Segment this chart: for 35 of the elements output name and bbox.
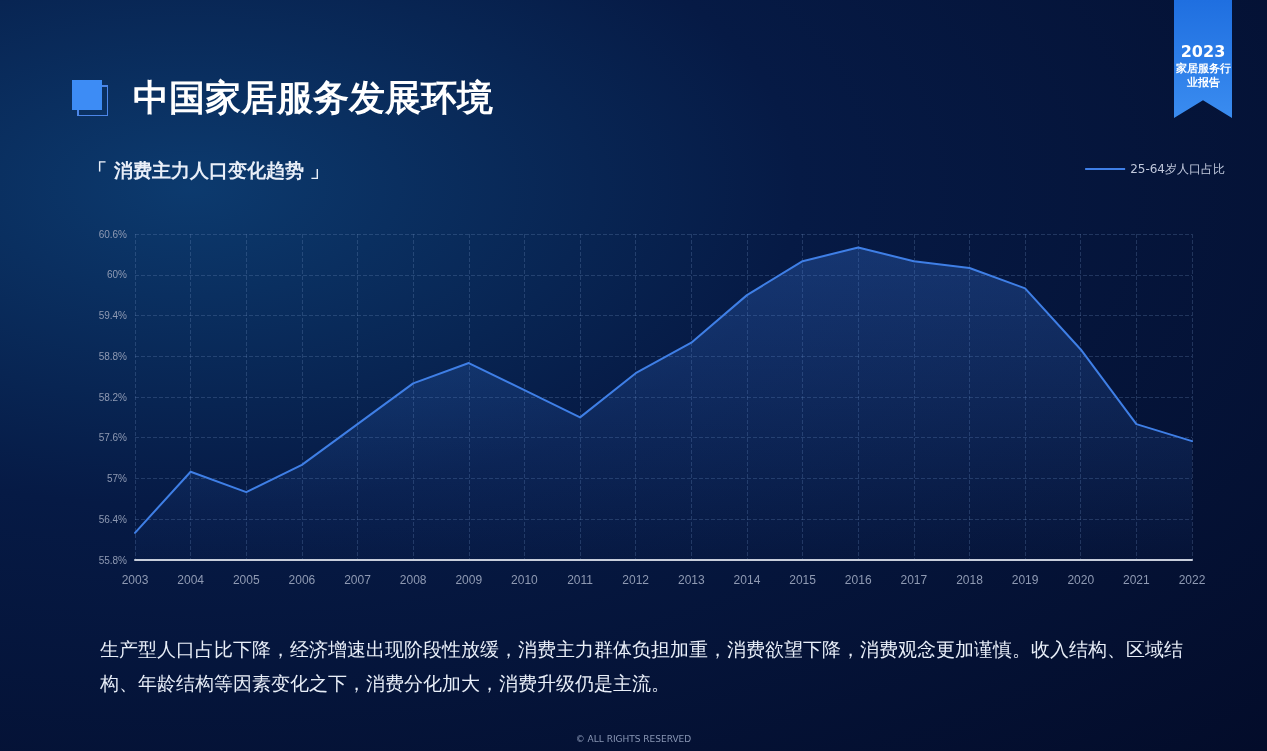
x-tick-label: 2020 xyxy=(1067,573,1095,587)
y-tick-label: 60.6% xyxy=(98,228,128,240)
x-tick-label: 2011 xyxy=(567,573,594,587)
x-tick-label: 2016 xyxy=(844,573,872,587)
x-tick-label: 2006 xyxy=(288,573,316,587)
y-tick-label: 58.2% xyxy=(98,391,128,403)
y-tick-label: 59.4% xyxy=(98,310,128,321)
x-tick-label: 2017 xyxy=(900,573,928,587)
x-tick-label: 2010 xyxy=(511,573,539,587)
y-tick-label: 57% xyxy=(106,473,128,484)
text: © ALL RIGHTS RESERVED xyxy=(574,734,693,744)
y-tick-label: 57.6% xyxy=(98,432,128,444)
x-tick-label: 2007 xyxy=(344,573,372,587)
x-tick-label: 2015 xyxy=(789,573,817,587)
y-tick-label: 60% xyxy=(106,269,128,281)
chart-title: 中国家居服务发展环境 xyxy=(133,76,493,120)
x-tick-label: 2009 xyxy=(455,573,483,587)
x-tick-label: 2021 xyxy=(1123,573,1151,587)
x-tick-label: 2005 xyxy=(232,573,260,587)
x-tick-label: 2014 xyxy=(733,573,761,587)
x-tick-label: 2019 xyxy=(1011,573,1039,587)
x-tick-label: 2012 xyxy=(622,573,650,587)
y-tick-label: 58.8% xyxy=(98,350,128,362)
text: 生产型人口占比下降，经济增速出现阶段性放缓，消费主力群体负担加重，消费欲望下降，消费观念更加谨慎。收入结构、区域结构、年龄结构等因素变化之下，消费分化加大，消费升级仍是主流。 xyxy=(100,637,1184,696)
x-tick-label: 2018 xyxy=(956,573,984,587)
chart-subtitle: 「 消费主力人口变化趋势 」 xyxy=(88,158,330,183)
x-tick-label: 2003 xyxy=(121,573,149,587)
legend-label: 25-64岁人口占比 xyxy=(1130,162,1226,176)
x-tick-label: 2008 xyxy=(399,573,427,587)
x-tick-label: 2013 xyxy=(677,573,705,587)
text: 2023 家居服务行业报告 xyxy=(1174,42,1232,90)
x-tick-label: 2022 xyxy=(1178,573,1206,587)
y-tick-label: 55.8% xyxy=(98,554,128,566)
y-tick-label: 56.4% xyxy=(98,513,128,525)
x-tick-label: 2004 xyxy=(177,573,205,587)
